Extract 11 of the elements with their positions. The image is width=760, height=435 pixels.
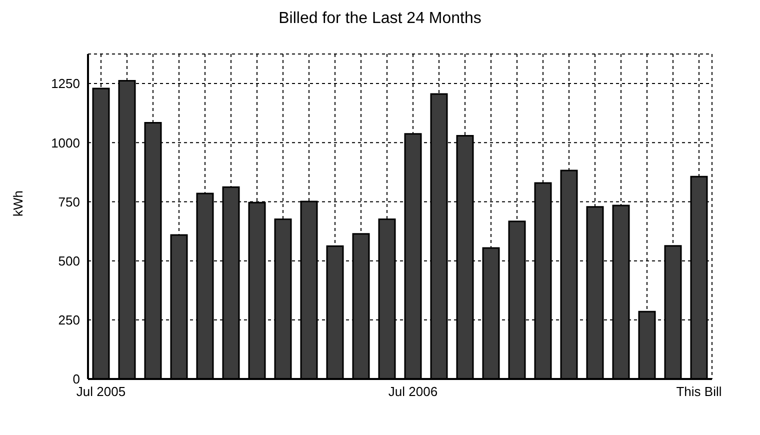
y-tick-label: 1250 (51, 76, 80, 92)
y-tick-label: 500 (58, 253, 80, 268)
x-tick-label: Jul 2005 (76, 384, 126, 400)
chart-title: Billed for the Last 24 Months (278, 9, 482, 29)
y-tick-label: 750 (58, 194, 80, 210)
y-tick-label: 250 (58, 312, 80, 328)
x-tick-label: This Bill (676, 384, 722, 400)
y-axis-title: kWh (10, 190, 26, 216)
x-tick-label: Jul 2006 (388, 384, 438, 400)
y-tick-label: 0 (72, 372, 80, 387)
y-tick-label: 1000 (51, 135, 80, 150)
